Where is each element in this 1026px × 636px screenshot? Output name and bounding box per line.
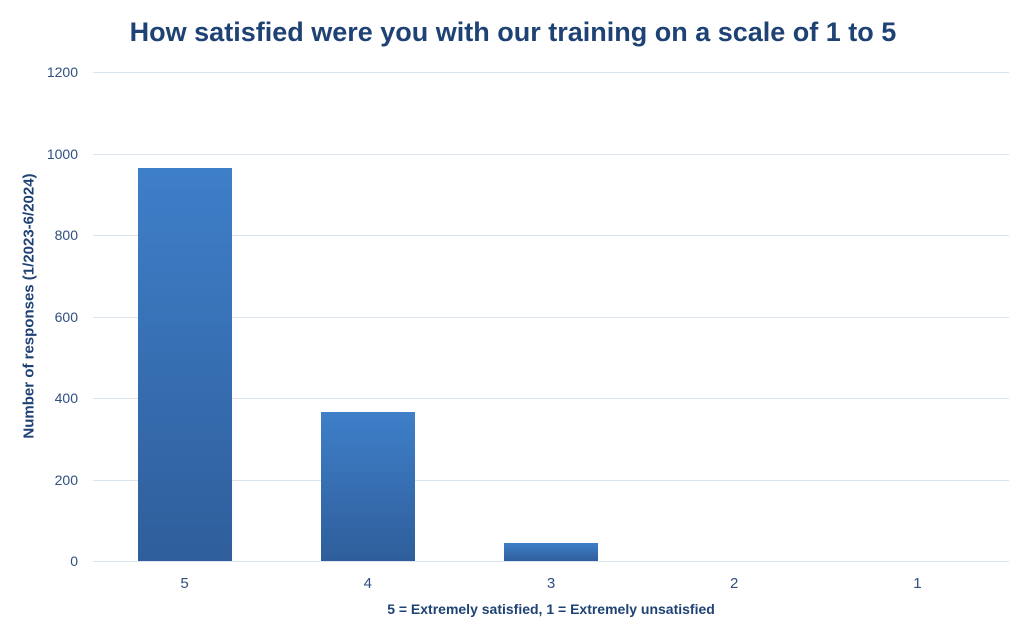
x-axis-title: 5 = Extremely satisfied, 1 = Extremely u… xyxy=(387,601,715,617)
bar-category-3 xyxy=(504,542,598,561)
gridline-y-800 xyxy=(93,235,1009,236)
gridline-y-200 xyxy=(93,479,1009,481)
y-tick-label-1200: 1200 xyxy=(46,64,78,80)
x-tick-label-5: 5 xyxy=(180,575,189,592)
x-tick-label-1: 1 xyxy=(913,575,922,592)
y-tick-label-0: 0 xyxy=(70,553,78,569)
plot-area xyxy=(93,72,1009,562)
gridline-y-0 xyxy=(93,561,1009,562)
gridline-y-1000 xyxy=(93,153,1009,155)
x-tick-label-4: 4 xyxy=(363,575,372,592)
y-tick-label-600: 600 xyxy=(54,308,78,325)
chart-title: How satisfied were you with our training… xyxy=(129,17,897,47)
y-tick-label-1000: 1000 xyxy=(46,145,78,162)
gridline-y-400 xyxy=(93,398,1009,399)
x-tick-label-2: 2 xyxy=(730,575,739,592)
gridline-y-1200 xyxy=(93,72,1009,73)
y-tick-label-400: 400 xyxy=(54,390,78,406)
x-tick-label-3: 3 xyxy=(546,575,556,592)
y-tick-label-200: 200 xyxy=(54,471,78,488)
y-tick-label-800: 800 xyxy=(54,227,78,243)
bar-category-4 xyxy=(320,412,415,561)
gridline-y-600 xyxy=(93,316,1009,318)
bar-category-5 xyxy=(137,167,232,561)
